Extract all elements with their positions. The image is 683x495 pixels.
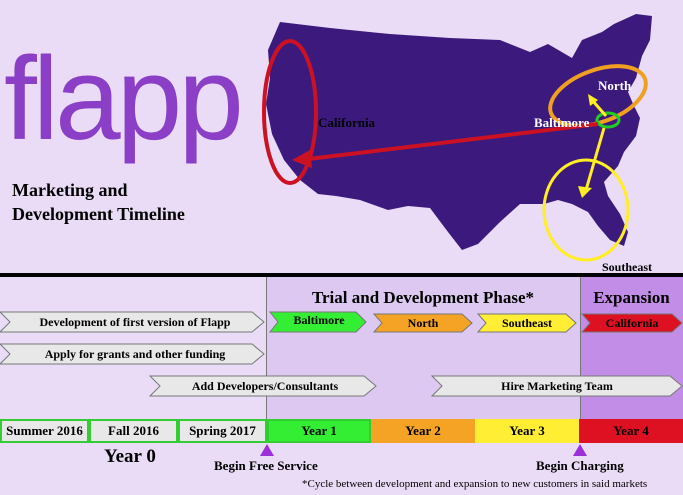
timeline-fall-2016: Fall 2016 bbox=[89, 419, 178, 443]
us-map-land bbox=[266, 14, 652, 250]
subtitle: Marketing and Development Timeline bbox=[12, 178, 185, 226]
task-developers: Add Developers/Consultants bbox=[191, 379, 339, 393]
us-map bbox=[262, 14, 652, 262]
task-arrows bbox=[0, 311, 683, 397]
flapp-logo: flapp bbox=[4, 33, 244, 165]
timeline-year-2: Year 2 bbox=[371, 419, 475, 443]
california-ring bbox=[262, 39, 318, 185]
subtitle-line-1: Marketing and bbox=[12, 180, 128, 200]
arrow-north bbox=[372, 313, 473, 333]
timeline-year-4: Year 4 bbox=[579, 419, 683, 443]
southeast-ring bbox=[542, 158, 630, 262]
timeline-spring-2017: Spring 2017 bbox=[178, 419, 267, 443]
baltimore-ring bbox=[595, 111, 621, 129]
market-california: California bbox=[605, 316, 659, 330]
arrow-dev-flapp bbox=[0, 311, 265, 333]
arrow-to-southeast bbox=[584, 127, 606, 191]
arrow-grants bbox=[0, 343, 265, 365]
milestone-free-service: Begin Free Service bbox=[214, 458, 318, 473]
market-southeast: Southeast bbox=[501, 316, 552, 330]
market-north: North bbox=[407, 316, 439, 330]
arrow-to-california-head bbox=[292, 150, 312, 168]
label-baltimore: Baltimore bbox=[534, 115, 590, 130]
timeline-year-1: Year 1 bbox=[267, 419, 371, 443]
milestone-begin-charging: Begin Charging bbox=[536, 458, 624, 473]
footnote: *Cycle between development and expansion… bbox=[302, 478, 648, 490]
milestone-charging-marker bbox=[573, 444, 587, 456]
arrow-marketing bbox=[430, 375, 683, 397]
trial-phase-title: Trial and Development Phase* bbox=[311, 288, 535, 307]
arrow-to-california bbox=[299, 122, 599, 162]
task-marketing: Hire Marketing Team bbox=[501, 379, 613, 393]
milestone-free-marker bbox=[260, 444, 274, 456]
arrow-california bbox=[580, 313, 683, 333]
label-southeast: Southeast bbox=[602, 260, 653, 274]
subtitle-line-2: Development Timeline bbox=[12, 204, 185, 224]
market-baltimore: Baltimore bbox=[293, 313, 345, 327]
task-dev-flapp: Development of first version of Flapp bbox=[39, 315, 231, 329]
section-divider bbox=[0, 273, 683, 277]
arrow-developers bbox=[148, 375, 377, 397]
year-0-label: Year 0 bbox=[104, 446, 156, 467]
label-california: California bbox=[318, 115, 376, 130]
label-north: North bbox=[598, 78, 632, 93]
timeline-year-3: Year 3 bbox=[475, 419, 579, 443]
task-grants: Apply for grants and other funding bbox=[44, 347, 226, 361]
arrow-to-southeast-head bbox=[578, 186, 592, 198]
arrow-southeast bbox=[476, 313, 577, 333]
arrow-baltimore bbox=[268, 311, 367, 333]
arrow-to-north-head bbox=[588, 94, 598, 106]
north-ring bbox=[548, 64, 648, 128]
expansion-phase-title: Expansion bbox=[593, 288, 670, 307]
timeline-summer-2016: Summer 2016 bbox=[0, 419, 89, 443]
